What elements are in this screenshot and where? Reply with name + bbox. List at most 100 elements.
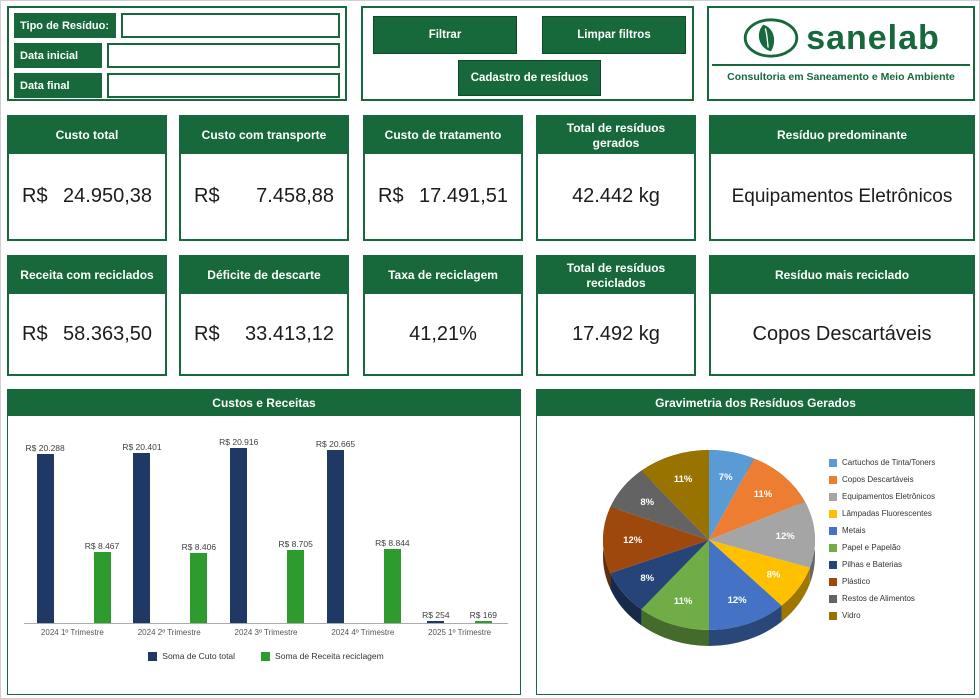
bar-chart: R$ 20.288 R$ 8.467 R$ 20.401 R$ 8.406 R$ 20.… (8, 416, 520, 661)
pie-slice (709, 540, 782, 630)
legend-label: Cartuchos de Tinta/Toners (842, 458, 936, 467)
pie-slice (709, 458, 805, 540)
legend-swatch (829, 458, 837, 467)
legend-swatch (829, 594, 837, 603)
legend-swatch (829, 577, 837, 586)
logo-row: sanelab (709, 8, 973, 64)
legend-label: Equipamentos Eletrônicos (842, 492, 935, 501)
bar-category-axis: 2024 1º Trimestre 2024 2º Trimestre 2024 3… (24, 628, 508, 637)
bar-column: R$ 20.401 (122, 442, 162, 623)
filtrar-button[interactable]: Filtrar (373, 16, 517, 54)
bar-group: R$ 20.665 R$ 8.844 (314, 439, 411, 623)
legend-swatch (829, 526, 837, 535)
legend-label: Metais (842, 526, 866, 535)
bar (230, 448, 248, 623)
pie-slice (709, 450, 755, 540)
data-final-input[interactable] (107, 73, 340, 98)
legend-swatch (829, 475, 837, 484)
kpi-card-custo-tratamento: Custo de tratamento R$ 17.491,51 (363, 115, 523, 241)
kpi-title: Receita com reciclados (9, 257, 165, 294)
kpi-title: Total de resíduos gerados (538, 117, 694, 154)
kpi-currency-prefix: R$ (194, 185, 220, 207)
kpi-card-custo-transporte: Custo com transporte R$ 7.458,88 (179, 115, 349, 241)
kpi-card-receita-reciclados: Receita com reciclados R$ 58.363,50 (7, 255, 167, 376)
pie-slice-label: 12% (728, 595, 748, 606)
brand-divider (712, 64, 970, 66)
kpi-card-taxa-reciclagem: Taxa de reciclagem 41,21% (363, 255, 523, 376)
kpi-title: Custo de tratamento (365, 117, 521, 154)
kpi-card-deficite-descarte: Déficite de descarte R$ 33.413,12 (179, 255, 349, 376)
kpi-currency-prefix: R$ (22, 322, 48, 345)
bar-value-label: R$ 8.844 (375, 538, 410, 548)
kpi-currency-prefix: R$ (194, 322, 220, 345)
legend-item: Copos Descartáveis (829, 475, 935, 484)
bar-value-label: R$ 8.467 (84, 541, 120, 551)
kpi-currency-prefix: R$ (378, 185, 404, 207)
kpi-value: Equipamentos Eletrônicos (731, 185, 953, 207)
chart-title: Gravimetria dos Resíduos Gerados (537, 390, 974, 416)
data-final-label: Data final (14, 73, 102, 98)
kpi-value: 17.492 kg (572, 322, 660, 345)
legend-item: Restos de Alimentos (829, 594, 935, 603)
sanelab-leaf-icon (743, 18, 799, 58)
category-label: 2024 2º Trimestre (137, 628, 201, 637)
legend-item: Cartuchos de Tinta/Toners (829, 458, 935, 467)
bar-value-label: R$ 20.916 (219, 437, 259, 447)
bar-column: R$ 8.705 (278, 539, 313, 623)
pie-slice (610, 470, 709, 540)
kpi-value: 41,21% (409, 322, 477, 345)
category-label: 2024 1º Trimestre (40, 628, 104, 637)
legend-item: Equipamentos Eletrônicos (829, 492, 935, 501)
pie-slice-side (781, 567, 810, 622)
tipo-de-residuo-input[interactable] (121, 13, 340, 38)
cadastro-residuos-button[interactable]: Cadastro de resíduos (458, 60, 601, 96)
pie-slice-label: 12% (776, 531, 796, 542)
pie-slice-label: 8% (767, 570, 781, 581)
bar (327, 450, 345, 623)
kpi-card-custo-total: Custo total R$ 24.950,38 (7, 115, 167, 241)
kpi-card-residuo-mais-reciclado: Resíduo mais reciclado Copos Descartávei… (709, 255, 975, 376)
logo-panel: sanelab Consultoria em Saneamento e Meio… (707, 6, 975, 101)
bar-column: R$ 20.916 (219, 437, 258, 623)
bar (287, 550, 305, 623)
kpi-title: Custo com transporte (181, 117, 347, 154)
kpi-title: Déficite de descarte (181, 257, 347, 294)
category-label: 2025 1º Trimestre (428, 628, 492, 637)
bar-column: R$ 254 (422, 610, 450, 623)
pie-slice-label: 8% (640, 497, 654, 508)
costs-revenue-chart-panel: Custos e Receitas R$ 20.288 R$ 8.467 R$ 20… (7, 389, 521, 695)
legend-label: Soma de Cuto total (162, 651, 236, 661)
legend-swatch (829, 543, 837, 552)
pie-slice (709, 501, 815, 568)
kpi-value: 17.491,51 (419, 185, 508, 207)
legend-label: Vidro (842, 611, 861, 620)
legend-swatch (261, 651, 271, 661)
kpi-title: Total de resíduos reciclados (538, 257, 694, 294)
bar-value-label: R$ 169 (469, 610, 497, 620)
legend-swatch (829, 611, 837, 620)
bar-value-label: R$ 8.705 (278, 539, 313, 549)
bar-group: R$ 254 R$ 169 (411, 610, 508, 623)
pie-slice-label: 8% (640, 573, 654, 584)
pie-slice-label: 12% (623, 535, 643, 546)
filter-row-data-inicial: Data inicial (14, 43, 340, 68)
tipo-de-residuo-label: Tipo de Resíduo: (14, 13, 116, 38)
pie-slice (641, 540, 709, 630)
bar-group: R$ 20.916 R$ 8.705 (218, 437, 315, 623)
pie-slice-label: 11% (674, 596, 693, 607)
kpi-card-residuo-predominante: Resíduo predominante Equipamentos Eletrô… (709, 115, 975, 241)
bar-column: R$ 8.406 (182, 542, 216, 623)
legend-swatch (829, 560, 837, 569)
bar (133, 453, 151, 623)
kpi-value: 24.950,38 (63, 185, 152, 207)
bar-value-label: R$ 20.401 (122, 442, 162, 452)
bar-group: R$ 20.288 R$ 8.467 (24, 443, 121, 623)
chart-title: Custos e Receitas (8, 390, 520, 416)
kpi-value: 58.363,50 (63, 322, 152, 345)
pie-graphic: 7% 11% 12% 8% 12% 11% 8% 12% 8% 11% (603, 450, 815, 646)
pie-chart-legend: Cartuchos de Tinta/Toners Copos Descartáv… (829, 458, 935, 620)
bar-column: R$ 20.288 (26, 443, 65, 623)
limpar-filtros-button[interactable]: Limpar filtros (542, 16, 686, 54)
data-inicial-input[interactable] (107, 43, 340, 68)
legend-label: Restos de Alimentos (842, 594, 915, 603)
